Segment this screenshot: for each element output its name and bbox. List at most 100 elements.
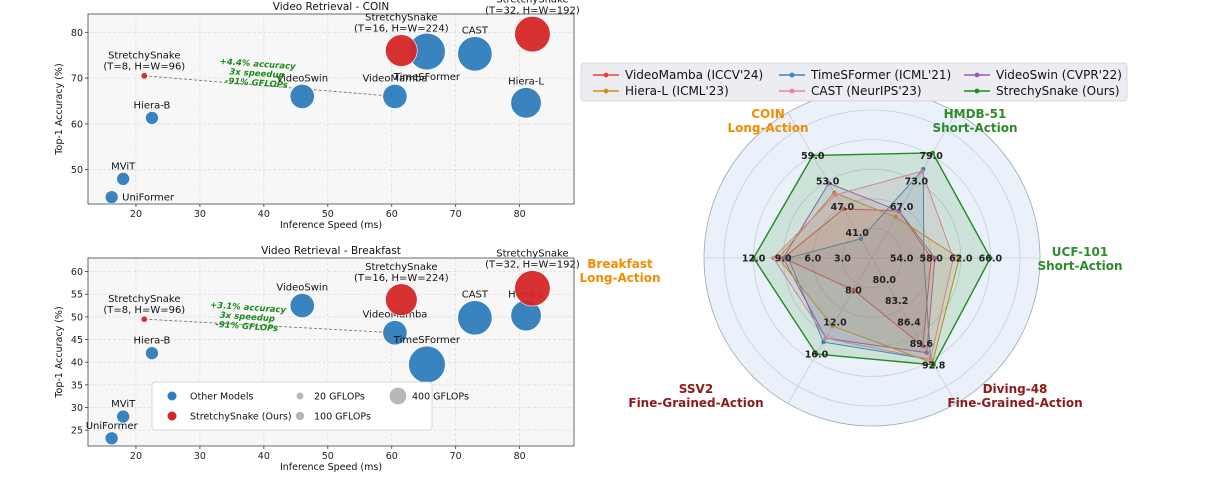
legend-size-marker [296,392,304,400]
radar-tick-label: 58.0 [919,254,943,265]
x-tick-label: 80 [514,451,526,462]
improvement-annotation: +3.1% accuracy3x speedup-91% GFLOPs [208,300,286,334]
data-point [289,83,315,109]
breakfast-scatter-panel: 20 30 40 50 60 70 80 25 30 35 40 45 50 55 60 Video Retr… [54,245,580,473]
radar-series-point [921,255,926,261]
radar-tick-label: 62.0 [949,254,973,265]
radar-series-point [826,181,832,186]
radar-axis-label: HMDB-51 Short-Action [932,107,1017,135]
radar-series-point [932,255,938,261]
x-tick-label: 60 [386,209,398,220]
radar-tick-label: 6.0 [804,254,821,265]
radar-series-point [785,255,791,261]
radar-tick-label: 73.0 [905,177,929,188]
x-tick-label: 30 [194,451,206,462]
radar-series-point [928,357,933,362]
radar-series-point [929,255,934,261]
radar-tick-label: 67.0 [890,202,914,213]
radar-tick-label: 8.0 [845,286,862,297]
point-label: VideoMamba [362,73,427,84]
radar-series-point [814,351,819,357]
x-tick-label: 50 [322,451,334,462]
radar-tick-label: 16.0 [805,350,829,361]
radar-tick-label: 12.0 [823,318,847,329]
radar-series-point [823,335,828,341]
radar-axis-label: UCF-101 Short-Action [1037,245,1122,273]
radar-axis-label: COIN Long-Action [727,107,808,135]
point-label: CAST [462,290,489,301]
legend-size-label: 20 GFLOPs [314,392,365,403]
data-point [104,431,119,446]
radar-series-point [781,255,786,261]
y-tick-label: 35 [71,380,83,391]
data-point [385,34,418,67]
radar-axis-label: Diving-48 Fine-Grained-Action [947,382,1082,410]
improvement-annotation: +4.4% accuracy3x speedup-91% GFLOPs [218,57,296,91]
radar-tick-label: 41.0 [845,228,869,239]
radar-series-point [841,206,846,212]
x-tick-label: 20 [130,209,142,220]
coin-scatter-panel: 20 30 40 50 60 70 80 50 60 70 80 Video Retrieval - … [54,0,580,231]
radar-tick-label: 47.0 [831,202,855,213]
point-label: StretchySnake(T=32, H=W=192) [485,249,580,271]
data-point [514,16,551,53]
radar-series-point [830,323,835,329]
x-tick-label: 80 [514,209,526,220]
y-axis-label: Top-1 Accuracy (%) [54,63,65,155]
radar-tick-label: 80.0 [873,275,897,286]
radar-series-point [858,236,864,241]
radar-spoke [871,112,957,259]
point-label: StretchySnake(T=32, H=W=192) [485,0,580,16]
point-label: Hiera-B [134,336,171,347]
legend-box [151,381,433,431]
data-point [510,87,542,119]
y-tick-label: 70 [71,74,83,85]
data-point [145,111,159,125]
radar-series-point [896,208,902,214]
data-point [104,190,119,204]
plot-frame [87,257,575,447]
x-tick-label: 70 [450,451,462,462]
plot-area [88,14,574,204]
legend-group-label: StretchySnake (Ours) [190,412,292,423]
radar-tick-label: 66.0 [979,254,1003,265]
radar-legend-label: Hiera-L (ICML'23) [625,84,729,98]
radar-spoke [871,257,957,404]
annotation-line: -91% GFLOPs [215,320,278,334]
y-axis-label: Top-1 Accuracy (%) [54,306,65,398]
data-point [457,300,493,336]
point-label: StretchySnake (T=8, H=W=96) [103,294,185,316]
y-tick-label: 45 [71,335,83,346]
y-tick-label: 50 [71,165,83,176]
y-tick-label: 40 [71,358,83,369]
radar-legend-marker [974,72,980,78]
radar-legend-label: CAST (NeurIPS'23) [811,84,922,98]
point-label: UniFormer [86,421,139,432]
legend-size-label: 100 GFLOPs [314,412,371,423]
radar-series-point [833,192,838,197]
plot-frame [87,13,575,205]
point-label: MViT [111,399,136,410]
radar-spoke [787,257,873,404]
annotation-line: -91% GFLOPs [225,76,288,90]
legend-size-label: 400 GFLOPs [412,392,469,403]
data-point [408,345,446,384]
legend-color-marker [167,391,177,401]
legend-size-marker [295,411,305,421]
radar-tick-label: 79.0 [919,151,943,162]
radar-tick-label: 53.0 [816,177,840,188]
radar-legend-marker [603,72,609,78]
y-tick-label: 60 [71,267,83,278]
legend-color-marker [167,411,177,421]
radar-axis-label: Breakfast Long-Action [579,257,660,285]
radar-series-point [931,362,936,368]
x-tick-label: 60 [386,451,398,462]
data-point [382,320,408,346]
radar-legend-marker [974,88,980,94]
point-label: VideoSwin [276,73,328,84]
radar-series-point [810,153,815,158]
radar-axis-label: SSV2 Fine-Grained-Action [628,382,763,410]
radar-tick-label: 9.0 [775,254,792,265]
x-tick-label: 20 [130,451,142,462]
